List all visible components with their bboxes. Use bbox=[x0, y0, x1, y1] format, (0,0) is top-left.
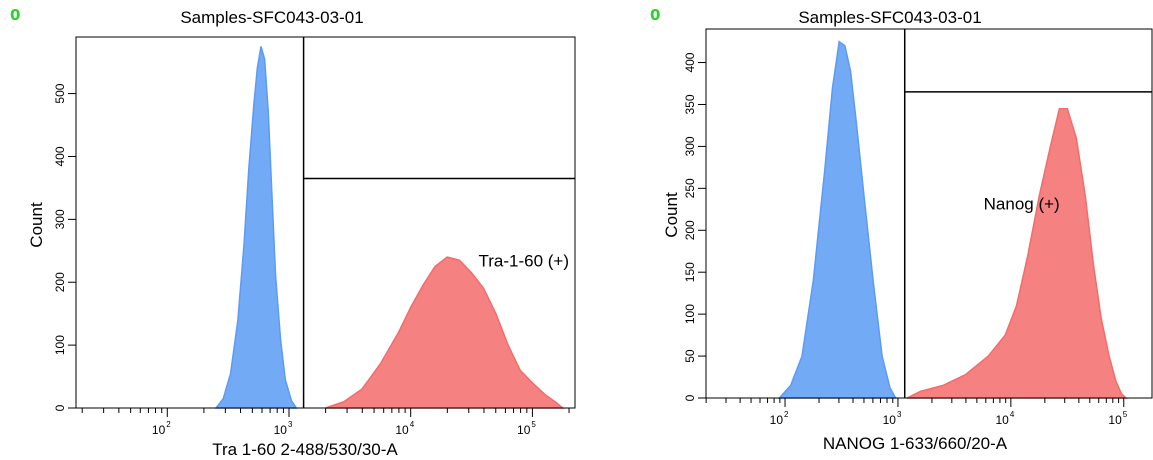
y-tick-label: 350 bbox=[683, 94, 697, 114]
y-tick-label: 300 bbox=[683, 136, 697, 156]
x-tick-label: 10 bbox=[395, 423, 409, 437]
gate-marker: 0 bbox=[10, 6, 21, 24]
histogram-chart: Samples-SFC043-03-01 Nanog (+) 0 50 100 150 20… bbox=[662, 8, 1153, 453]
x-axis-label: Tra 1-60 2-488/530/30-A bbox=[212, 440, 398, 459]
histogram-panel-tra160: 0 Samples-SFC043-03-01 Tra-1-60 (+) 0 100 20… bbox=[0, 0, 576, 460]
y-tick-label: 50 bbox=[683, 349, 697, 363]
x-tick-label: 10 bbox=[274, 423, 288, 437]
x-tick-exponent: 2 bbox=[784, 410, 789, 419]
x-tick-label: 10 bbox=[517, 423, 531, 437]
chart-title: Samples-SFC043-03-01 bbox=[798, 8, 981, 27]
histogram-panel-nanog: 0 Samples-SFC043-03-01 Nanog (+) 0 50 100 150… bbox=[640, 0, 1153, 460]
y-tick-label: 400 bbox=[53, 146, 67, 166]
y-tick-label: 300 bbox=[53, 209, 67, 229]
gate-marker: 0 bbox=[650, 6, 661, 24]
x-tick-exponent: 3 bbox=[897, 410, 902, 419]
x-tick-exponent: 4 bbox=[410, 420, 415, 429]
x-tick-label: 10 bbox=[996, 413, 1010, 427]
x-tick-label: 10 bbox=[770, 413, 784, 427]
chart-title: Samples-SFC043-03-01 bbox=[180, 8, 363, 27]
x-tick-exponent: 4 bbox=[1010, 410, 1015, 419]
y-tick-label: 500 bbox=[53, 83, 67, 103]
y-tick-label: 400 bbox=[683, 52, 697, 72]
y-tick-label: 200 bbox=[53, 272, 67, 292]
plot-frame bbox=[705, 28, 1153, 399]
histogram-negative bbox=[214, 46, 298, 409]
x-axis-label: NANOG 1-633/660/20-A bbox=[823, 434, 1008, 453]
x-tick-label: 10 bbox=[152, 423, 166, 437]
x-tick-exponent: 5 bbox=[531, 420, 536, 429]
x-tick-label: 10 bbox=[883, 413, 897, 427]
histogram-negative bbox=[777, 40, 897, 399]
y-tick-label: 250 bbox=[683, 178, 697, 198]
y-axis-label: Count bbox=[27, 202, 46, 248]
x-tick-label: 10 bbox=[1108, 413, 1122, 427]
x-tick-exponent: 2 bbox=[166, 420, 171, 429]
histogram-chart: Samples-SFC043-03-01 Tra-1-60 (+) 0 100 200 3… bbox=[27, 8, 576, 459]
gate-label: Tra-1-60 (+) bbox=[478, 252, 569, 271]
y-tick-label: 100 bbox=[53, 335, 67, 355]
y-tick-label: 150 bbox=[683, 262, 697, 282]
y-axis-label: Count bbox=[662, 192, 681, 238]
x-tick-exponent: 5 bbox=[1123, 410, 1128, 419]
y-tick-label: 0 bbox=[53, 404, 67, 411]
histogram-positive bbox=[325, 256, 565, 409]
y-tick-label: 200 bbox=[683, 220, 697, 240]
y-tick-label: 0 bbox=[683, 394, 697, 401]
histogram-positive bbox=[906, 107, 1128, 399]
gate-label: Nanog (+) bbox=[984, 194, 1060, 213]
x-tick-exponent: 3 bbox=[288, 420, 293, 429]
y-tick-label: 100 bbox=[683, 304, 697, 324]
